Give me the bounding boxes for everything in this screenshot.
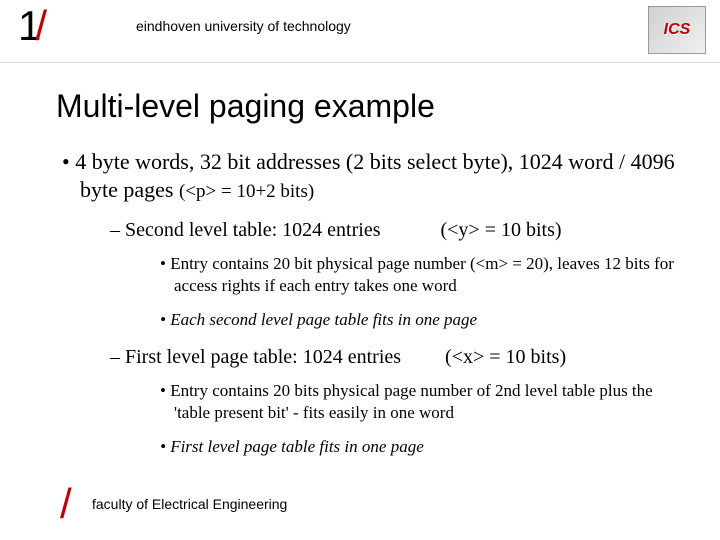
bullet-l2a-main: Second level table: 1024 entries bbox=[125, 219, 380, 241]
bullet-l1-suffix: (<p> = 10+2 bits) bbox=[179, 181, 314, 202]
page-number-box: 1/ bbox=[18, 2, 45, 50]
footer-faculty: faculty of Electrical Engineering bbox=[92, 496, 287, 512]
bullet-level3-b: Each second level page table fits in one… bbox=[174, 309, 676, 331]
slide-header: 1/ eindhoven university of technology IC… bbox=[0, 0, 720, 70]
bullet-level2-a: Second level table: 1024 entries (<y> = 1… bbox=[128, 217, 676, 243]
bullet-level3-c: Entry contains 20 bits physical page num… bbox=[174, 380, 676, 424]
bullet-l2a-suffix: (<y> = 10 bits) bbox=[440, 219, 561, 241]
bullet-l2b-main: First level page table: 1024 entries bbox=[125, 346, 401, 368]
footer-slash: / bbox=[60, 480, 72, 528]
bullet-level2-b: First level page table: 1024 entries (<x>… bbox=[128, 344, 676, 370]
ics-logo: ICS bbox=[648, 6, 706, 54]
bullet-level3-d: First level page table fits in one page bbox=[174, 436, 676, 458]
bullet-l2b-suffix: (<x> = 10 bits) bbox=[445, 346, 566, 368]
header-slash: / bbox=[35, 2, 45, 49]
slide-content: 4 byte words, 32 bit addresses (2 bits s… bbox=[56, 148, 676, 470]
university-name: eindhoven university of technology bbox=[136, 18, 351, 34]
header-divider bbox=[0, 62, 720, 63]
slide-title: Multi-level paging example bbox=[56, 88, 435, 125]
bullet-level1: 4 byte words, 32 bit addresses (2 bits s… bbox=[80, 148, 676, 203]
bullet-l1-text: 4 byte words, 32 bit addresses (2 bits s… bbox=[75, 149, 674, 202]
bullet-level3-a: Entry contains 20 bit physical page numb… bbox=[174, 253, 676, 297]
